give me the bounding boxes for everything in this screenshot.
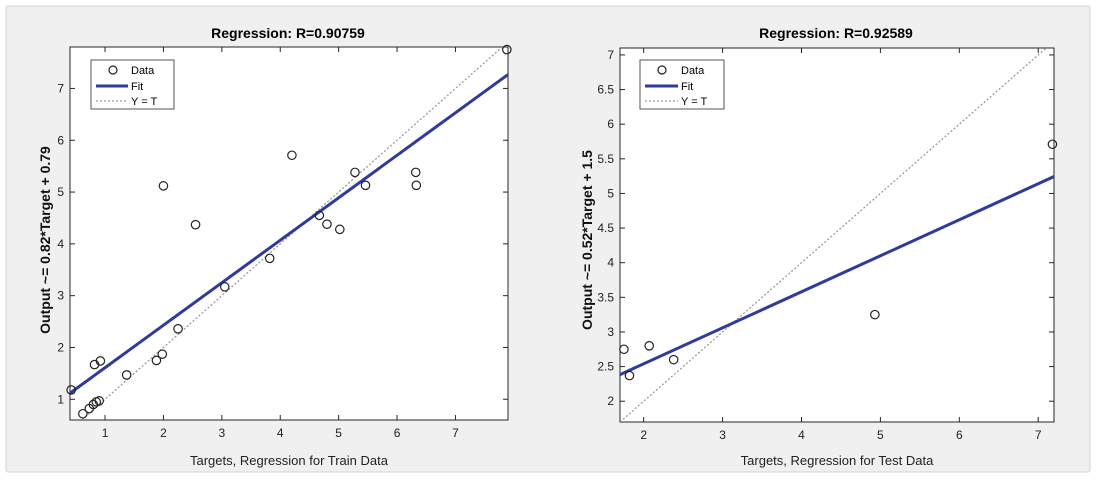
train-y-tick-label: 4 xyxy=(57,237,64,251)
train-data-point xyxy=(264,253,275,264)
train-data-point xyxy=(66,385,76,395)
train-lines xyxy=(70,47,508,420)
train-x-tick-label: 5 xyxy=(335,426,342,440)
train-data-point xyxy=(190,219,201,230)
train-y-tick-label: 1 xyxy=(57,392,64,406)
train-x-axis-label: Targets, Regression for Train Data xyxy=(190,453,389,468)
test-x-tick-label: 7 xyxy=(1035,428,1042,442)
test-y-tick-label: 2 xyxy=(607,394,614,408)
test-data-point xyxy=(624,370,635,381)
test-legend-data-label: Data xyxy=(681,65,705,77)
train-data-point xyxy=(410,167,421,178)
train-x-tick-label: 6 xyxy=(394,426,401,440)
test-x-tick-label: 4 xyxy=(798,428,805,442)
test-x-tick-label: 2 xyxy=(640,428,647,442)
test-data-point xyxy=(870,309,880,320)
test-plot-area xyxy=(619,47,1055,423)
test-regression-chart: Regression: R=0.92589 2 2.5 3 3.5 4 4.5 5 5.5 6 6… xyxy=(579,25,1058,468)
train-y-tick-label: 3 xyxy=(57,289,64,303)
test-lines xyxy=(620,48,1054,422)
train-y-tick-label: 7 xyxy=(57,81,64,95)
test-data-points xyxy=(619,139,1058,381)
train-data-points xyxy=(66,44,512,419)
test-legend-fit-label: Fit xyxy=(681,81,693,93)
train-x-ticks: 1 2 3 4 5 6 7 xyxy=(102,47,459,440)
test-y-ticks: 2 2.5 3 3.5 4 4.5 5 5.5 6 6.5 7 xyxy=(597,48,1054,408)
train-fit-line xyxy=(70,73,508,395)
train-data-point xyxy=(94,396,104,406)
test-ideal-line xyxy=(620,48,1048,422)
test-data-point xyxy=(1047,139,1058,150)
test-y-tick-label: 2.5 xyxy=(597,360,614,374)
train-data-point xyxy=(151,355,162,366)
train-data-point xyxy=(350,167,360,178)
test-data-point xyxy=(619,344,629,355)
train-data-point xyxy=(157,349,168,360)
test-x-ticks: 2 3 4 5 6 7 xyxy=(640,48,1042,442)
train-data-point xyxy=(411,180,422,191)
test-y-tick-label: 4 xyxy=(607,256,614,270)
train-y-ticks: 1 2 3 4 5 6 7 xyxy=(57,81,508,406)
train-data-point xyxy=(287,150,297,161)
train-data-point xyxy=(322,219,332,229)
train-y-tick-label: 6 xyxy=(57,133,64,147)
train-data-point xyxy=(78,408,88,419)
train-legend-data-marker xyxy=(108,65,118,75)
test-legend: Data Fit Y = T xyxy=(639,59,725,110)
test-y-tick-label: 3 xyxy=(607,325,614,339)
test-legend-ideal-label: Y = T xyxy=(681,96,707,108)
test-x-axis-label: Targets, Regression for Test Data xyxy=(741,453,934,468)
test-x-tick-label: 3 xyxy=(719,428,726,442)
train-legend-data-label: Data xyxy=(131,65,155,77)
train-legend: Data Fit Y = T xyxy=(90,59,175,110)
test-legend-data-marker xyxy=(657,65,667,75)
train-data-point xyxy=(314,210,325,221)
train-legend-ideal-label: Y = T xyxy=(131,96,157,108)
test-y-tick-label: 6.5 xyxy=(597,83,614,97)
train-y-tick-label: 5 xyxy=(57,185,64,199)
test-fit-line xyxy=(620,175,1054,376)
test-y-tick-label: 4.5 xyxy=(597,221,614,235)
train-legend-fit-label: Fit xyxy=(131,81,143,93)
train-data-point xyxy=(219,282,230,292)
train-data-point xyxy=(502,44,512,55)
train-x-tick-label: 1 xyxy=(102,426,109,440)
test-y-tick-label: 5.5 xyxy=(597,152,614,166)
train-chart-title: Regression: R=0.90759 xyxy=(211,25,365,41)
test-chart-title: Regression: R=0.92589 xyxy=(759,25,913,41)
test-y-tick-label: 5 xyxy=(607,186,614,200)
test-data-point xyxy=(668,354,679,365)
test-y-tick-label: 7 xyxy=(607,48,614,62)
test-y-axis-label: Output ~= 0.52*Target + 1.5 xyxy=(579,150,595,330)
train-regression-chart: Regression: R=0.90759 1 2 3 4 5 6 7 1 2 3 4 5 6 7 Da… xyxy=(37,25,512,468)
test-data-point xyxy=(644,341,654,351)
train-y-axis-label: Output ~= 0.82*Target + 0.79 xyxy=(37,146,53,334)
train-data-point xyxy=(173,324,183,334)
train-data-point xyxy=(121,370,132,380)
train-x-tick-label: 3 xyxy=(218,426,225,440)
train-x-tick-label: 4 xyxy=(277,426,284,440)
train-data-point xyxy=(335,224,345,235)
train-data-point xyxy=(360,180,371,191)
test-x-tick-label: 5 xyxy=(877,428,884,442)
train-x-tick-label: 2 xyxy=(160,426,167,440)
test-y-tick-label: 6 xyxy=(607,117,614,131)
test-y-tick-label: 3.5 xyxy=(597,290,614,304)
train-x-tick-label: 7 xyxy=(452,426,459,440)
train-data-point xyxy=(158,181,169,191)
test-x-tick-label: 6 xyxy=(956,428,963,442)
train-data-point xyxy=(95,356,106,366)
train-ideal-line xyxy=(80,47,504,420)
train-y-tick-label: 2 xyxy=(57,340,64,354)
